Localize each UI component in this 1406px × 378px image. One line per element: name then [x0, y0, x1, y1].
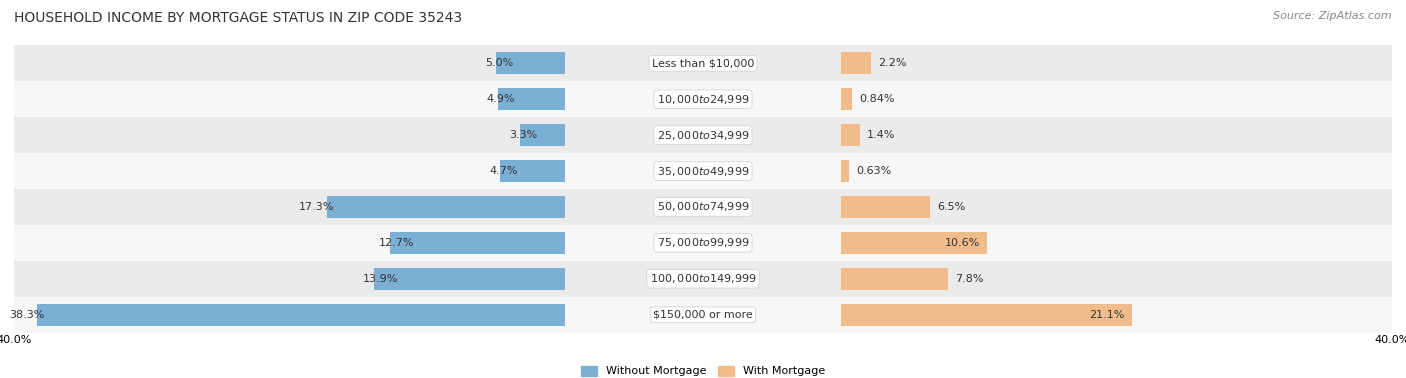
Text: 17.3%: 17.3% [298, 202, 333, 212]
Text: 2.2%: 2.2% [877, 58, 907, 68]
Text: $35,000 to $49,999: $35,000 to $49,999 [657, 164, 749, 178]
Bar [841, 153, 1392, 189]
Bar [14, 225, 565, 261]
Text: 38.3%: 38.3% [8, 310, 45, 320]
Bar [14, 45, 565, 81]
Text: 6.5%: 6.5% [938, 202, 966, 212]
Bar [841, 52, 872, 74]
Bar [14, 261, 565, 297]
Bar [841, 88, 852, 110]
Bar [14, 189, 565, 225]
Bar [841, 268, 948, 290]
Text: $150,000 or more: $150,000 or more [654, 310, 752, 320]
Bar [14, 153, 565, 189]
Bar [326, 196, 565, 218]
Bar [565, 297, 841, 333]
Text: 12.7%: 12.7% [380, 238, 415, 248]
Text: 0.84%: 0.84% [859, 94, 894, 104]
Bar [14, 297, 565, 333]
Text: 3.3%: 3.3% [509, 130, 537, 140]
Bar [565, 225, 841, 261]
Text: 10.6%: 10.6% [945, 238, 980, 248]
Bar [498, 88, 565, 110]
Bar [496, 52, 565, 74]
Text: $50,000 to $74,999: $50,000 to $74,999 [657, 200, 749, 214]
Bar [565, 189, 841, 225]
Text: $75,000 to $99,999: $75,000 to $99,999 [657, 236, 749, 249]
Bar [841, 160, 849, 182]
Bar [565, 261, 841, 297]
Bar [14, 117, 565, 153]
Bar [520, 124, 565, 146]
Bar [565, 117, 841, 153]
Bar [565, 81, 841, 117]
Bar [841, 117, 1392, 153]
Bar [14, 81, 565, 117]
Text: $25,000 to $34,999: $25,000 to $34,999 [657, 129, 749, 142]
Legend: Without Mortgage, With Mortgage: Without Mortgage, With Mortgage [576, 361, 830, 378]
Text: $10,000 to $24,999: $10,000 to $24,999 [657, 93, 749, 106]
Bar [38, 304, 565, 326]
Text: $100,000 to $149,999: $100,000 to $149,999 [650, 272, 756, 285]
Text: 7.8%: 7.8% [955, 274, 984, 284]
Text: Less than $10,000: Less than $10,000 [652, 58, 754, 68]
Text: 21.1%: 21.1% [1090, 310, 1125, 320]
Text: 4.9%: 4.9% [486, 94, 515, 104]
Bar [841, 189, 1392, 225]
Text: 13.9%: 13.9% [363, 274, 398, 284]
Text: 5.0%: 5.0% [485, 58, 513, 68]
Bar [841, 225, 1392, 261]
Bar [501, 160, 565, 182]
Bar [841, 124, 860, 146]
Bar [841, 232, 987, 254]
Text: 1.4%: 1.4% [868, 130, 896, 140]
Bar [841, 45, 1392, 81]
Bar [391, 232, 565, 254]
Bar [841, 81, 1392, 117]
Bar [841, 297, 1392, 333]
Text: 0.63%: 0.63% [856, 166, 891, 176]
Text: Source: ZipAtlas.com: Source: ZipAtlas.com [1274, 11, 1392, 21]
Bar [565, 45, 841, 81]
Bar [841, 304, 1132, 326]
Text: 4.7%: 4.7% [489, 166, 517, 176]
Bar [565, 153, 841, 189]
Text: HOUSEHOLD INCOME BY MORTGAGE STATUS IN ZIP CODE 35243: HOUSEHOLD INCOME BY MORTGAGE STATUS IN Z… [14, 11, 463, 25]
Bar [374, 268, 565, 290]
Bar [841, 196, 931, 218]
Bar [841, 261, 1392, 297]
